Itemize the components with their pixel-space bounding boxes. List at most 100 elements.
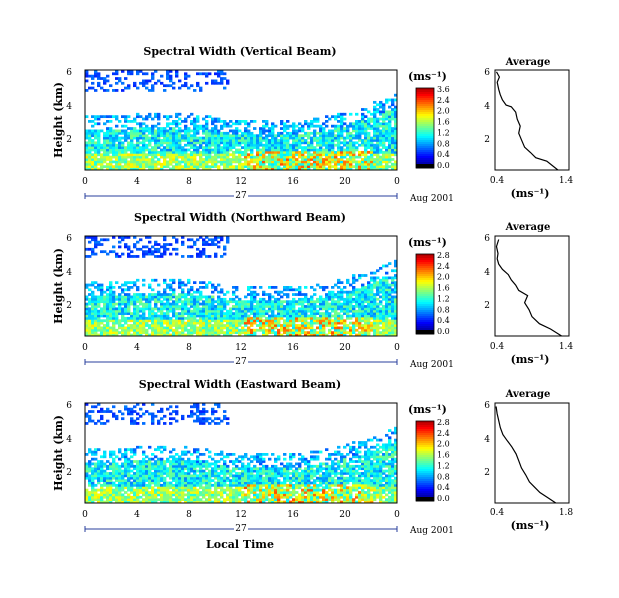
heatmap-cell <box>256 141 260 145</box>
heatmap-cell <box>193 305 197 308</box>
heatmap-cell <box>118 150 122 154</box>
heatmap-cell <box>172 141 176 145</box>
heatmap-cell <box>124 309 128 313</box>
colorbar-swatch <box>416 314 434 317</box>
heatmap-cell <box>91 148 95 152</box>
heatmap-cell <box>220 153 224 157</box>
heatmap-cell <box>151 77 155 80</box>
heatmap-cell <box>121 412 125 416</box>
heatmap-cell <box>340 331 344 335</box>
heatmap-cell <box>382 309 386 313</box>
heatmap-cell <box>277 312 281 315</box>
heatmap-cell <box>205 302 209 306</box>
heatmap-cell <box>97 326 101 330</box>
heatmap-cell <box>313 160 317 164</box>
heatmap-cell <box>322 158 326 161</box>
heatmap-cell <box>199 139 203 142</box>
heatmap-cell <box>148 486 152 490</box>
heatmap-cell <box>124 295 128 299</box>
heatmap-cell <box>199 141 203 145</box>
heatmap-cell <box>103 115 107 119</box>
heatmap-cell <box>130 498 134 502</box>
heatmap-cell <box>163 243 167 246</box>
heatmap-cell <box>331 333 335 337</box>
heatmap-cell <box>271 158 275 161</box>
heatmap-cell <box>118 309 122 313</box>
heatmap-cell <box>193 148 197 152</box>
heatmap-cell <box>115 155 119 159</box>
heatmap-cell <box>388 148 392 152</box>
heatmap-cell <box>370 148 374 152</box>
heatmap-cell <box>382 305 386 308</box>
heatmap-cell <box>151 297 155 301</box>
heatmap-cell <box>97 117 101 121</box>
heatmap-cell <box>304 321 308 325</box>
heatmap-cell <box>178 316 182 320</box>
heatmap-cell <box>97 243 101 246</box>
heatmap-cell <box>190 462 194 466</box>
heatmap-cell <box>172 410 176 413</box>
heatmap-cell <box>328 143 332 147</box>
heatmap-cell <box>118 498 122 502</box>
heatmap-cell <box>91 295 95 299</box>
heatmap-cell <box>223 302 227 306</box>
heatmap-cell <box>388 136 392 140</box>
heatmap-cell <box>304 122 308 126</box>
heatmap-cell <box>211 326 215 330</box>
heatmap-cell <box>352 165 356 169</box>
heatmap-cell <box>286 321 290 325</box>
heatmap-cell <box>115 455 119 459</box>
heatmap-cell <box>217 314 221 318</box>
heatmap-cell <box>328 316 332 320</box>
heatmap-cell <box>286 312 290 315</box>
heatmap-cell <box>388 300 392 304</box>
heatmap-cell <box>223 134 227 138</box>
heatmap-cell <box>199 165 203 169</box>
heatmap-cell <box>376 333 380 337</box>
heatmap-cell <box>310 295 314 299</box>
heatmap-cell <box>277 158 281 161</box>
heatmap-cell <box>268 300 272 304</box>
heatmap-cell <box>154 255 158 258</box>
heatmap-cell <box>133 81 137 85</box>
heatmap-cell <box>136 498 140 502</box>
heatmap-cell <box>127 236 131 239</box>
heatmap-cell <box>160 467 164 471</box>
heatmap-cell <box>268 331 272 335</box>
heatmap-cell <box>88 328 92 332</box>
heatmap-cell <box>145 464 149 468</box>
colorbar-swatch <box>416 312 434 315</box>
heatmap-cell <box>166 321 170 325</box>
heatmap-cell <box>97 464 101 468</box>
heatmap-cell <box>313 139 317 142</box>
heatmap-cell <box>232 307 236 311</box>
colorbar-swatch <box>416 158 434 161</box>
heatmap-cell <box>139 300 143 304</box>
heatmap-cell <box>148 247 152 251</box>
heatmap-cell <box>301 328 305 332</box>
heatmap-cell <box>130 255 134 258</box>
heatmap-cell <box>259 314 263 318</box>
heatmap-cell <box>196 488 200 492</box>
heatmap-cell <box>115 469 119 473</box>
heatmap-cell <box>118 472 122 475</box>
colorbar-swatch <box>416 150 434 153</box>
heatmap-cell <box>202 167 206 171</box>
heatmap-cell <box>358 290 362 294</box>
heatmap-cell <box>301 148 305 152</box>
heatmap-cell <box>97 467 101 471</box>
heatmap-cell <box>178 321 182 325</box>
heatmap-cell <box>100 115 104 119</box>
heatmap-cell <box>283 300 287 304</box>
heatmap-cell <box>280 146 284 149</box>
heatmap-cell <box>337 314 341 318</box>
heatmap-cell <box>94 281 98 285</box>
heatmap-cell <box>232 167 236 171</box>
heatmap-cell <box>97 462 101 466</box>
heatmap-cell <box>118 500 122 504</box>
heatmap-cell <box>142 403 146 406</box>
heatmap-cell <box>145 495 149 499</box>
heatmap-cell <box>316 117 320 121</box>
heatmap-cell <box>349 122 353 126</box>
heatmap-cell <box>346 165 350 169</box>
